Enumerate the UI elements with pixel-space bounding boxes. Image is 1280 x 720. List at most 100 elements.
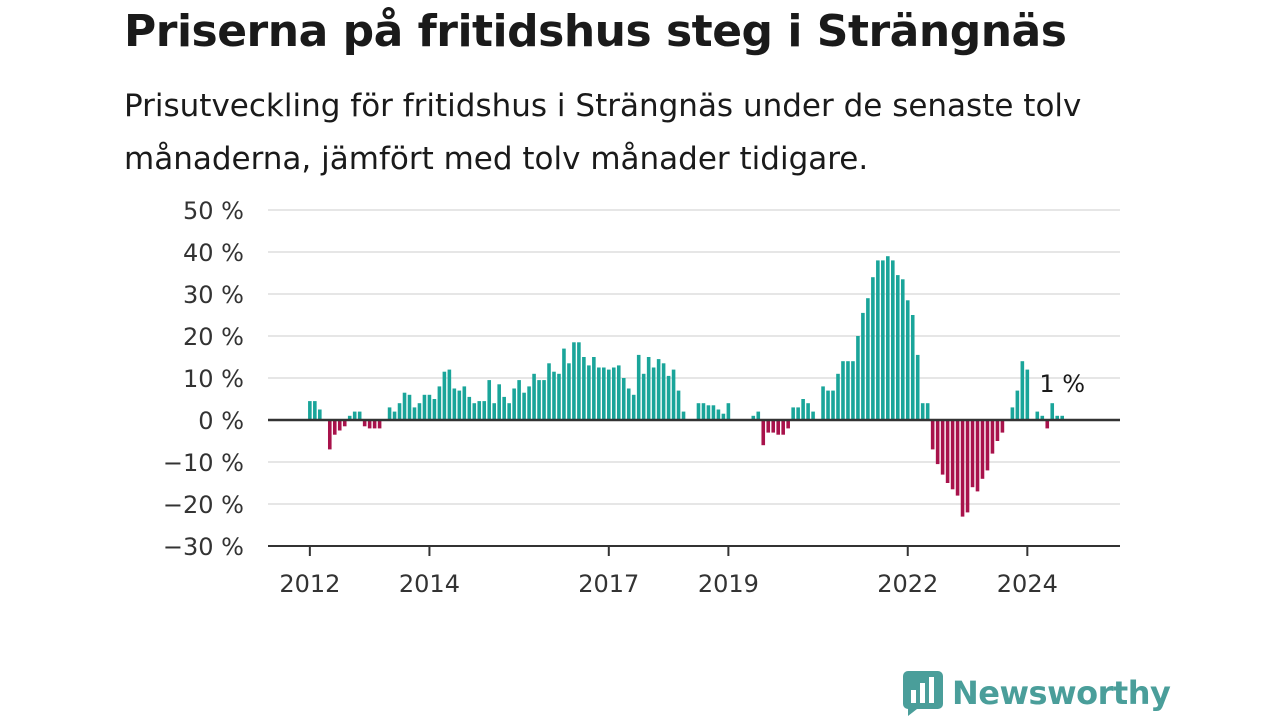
bar [352,411,357,420]
bar [512,388,516,420]
bar [841,361,845,420]
bar [646,357,651,420]
bar [532,373,536,420]
y-tick-label: 0 % [198,407,244,435]
bar [836,373,840,420]
bar [542,380,546,420]
bar [910,315,915,420]
bar [611,367,616,420]
bar [771,420,776,433]
bar [995,420,1000,441]
y-tick-label: 30 % [183,281,244,309]
x-tick-label: 2017 [578,570,639,598]
bar [636,354,641,420]
bar [562,348,566,420]
newsworthy-logo: Newsworthy [902,670,1171,716]
bars [308,256,1064,517]
bar [721,413,726,420]
bar [522,392,526,420]
bar [602,367,606,420]
bar [477,401,482,420]
bar [895,275,900,420]
bar [437,386,442,420]
bar [1060,415,1064,420]
bar [920,403,925,420]
bar [831,390,835,420]
bar [392,411,397,420]
y-tick-label: 20 % [183,323,244,351]
bar [891,260,895,420]
bar [821,386,825,420]
bar [990,420,995,454]
bar [397,403,402,420]
y-tick-label: −10 % [163,449,244,477]
bar [766,420,771,433]
bar [1020,361,1025,420]
bar [387,407,392,420]
bar [940,420,945,475]
bar [796,407,800,420]
bar [357,411,362,420]
bar [422,394,427,420]
chart-title: Priserna på fritidshus steg i Strängnäs [124,6,1067,57]
bar [846,361,850,420]
bar [447,369,452,420]
bar [527,386,531,420]
bar [607,369,611,420]
bar [547,363,551,420]
bar [432,399,437,420]
bar [955,420,960,496]
bar [313,401,317,420]
brand-name: Newsworthy [952,674,1171,712]
bar [1045,420,1050,429]
x-tick-label: 2014 [399,570,460,598]
bar [711,405,716,420]
bar [497,384,501,420]
x-tick-label: 2019 [698,570,759,598]
bar [915,354,920,420]
bar [886,256,890,420]
bar [676,390,681,420]
bar [572,342,576,420]
bar [905,300,910,420]
bar [597,367,601,420]
y-tick-label: −30 % [163,533,244,561]
y-tick-label: 50 % [183,197,244,225]
bar [1035,411,1040,420]
y-tick-label: 10 % [183,365,244,393]
bar [327,420,332,450]
bar [507,403,511,420]
bar [751,415,756,420]
bar [826,390,830,420]
bar [811,411,815,420]
bar [806,403,810,420]
bar [472,403,477,420]
gridlines [268,209,1120,505]
bar [631,394,636,420]
bar [881,260,885,420]
bar [407,394,412,420]
bar [651,367,656,420]
bar [1015,390,1020,420]
y-tick-label: −20 % [163,491,244,519]
bar [502,396,506,420]
bar [567,363,571,420]
bar [656,359,661,420]
bar [1040,415,1045,420]
bar [537,380,541,420]
bar [935,420,940,465]
chart-subtitle: Prisutveckling för fritidshus i Strängnä… [124,88,1082,177]
bar [861,312,865,420]
bar [701,403,706,420]
bar [791,407,795,420]
bar [756,411,761,420]
bar [342,420,347,427]
bar [671,369,676,420]
bar [706,405,711,420]
bar [786,420,790,429]
bar [577,342,581,420]
bar [975,420,980,492]
bar [1000,420,1005,433]
bar [866,298,870,420]
y-tick-label: 40 % [183,239,244,267]
